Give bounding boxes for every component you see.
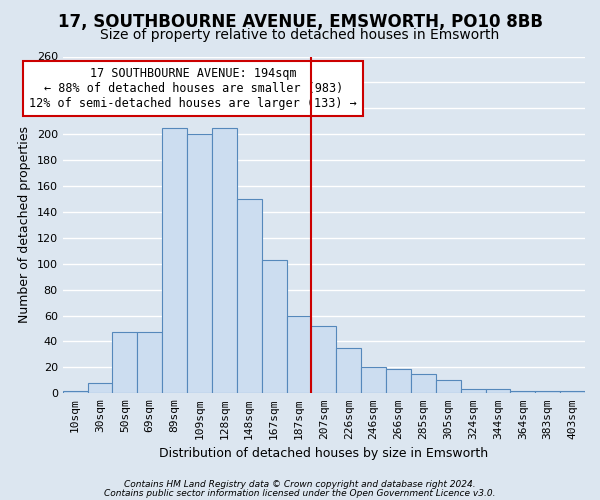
Text: Contains public sector information licensed under the Open Government Licence v3: Contains public sector information licen…	[104, 488, 496, 498]
Bar	[262, 260, 287, 394]
Bar	[336, 348, 361, 394]
Bar	[162, 128, 187, 394]
Text: 17, SOUTHBOURNE AVENUE, EMSWORTH, PO10 8BB: 17, SOUTHBOURNE AVENUE, EMSWORTH, PO10 8…	[58, 12, 542, 30]
Bar	[212, 128, 237, 394]
Bar	[361, 368, 386, 394]
Bar	[237, 199, 262, 394]
Text: Contains HM Land Registry data © Crown copyright and database right 2024.: Contains HM Land Registry data © Crown c…	[124, 480, 476, 489]
Y-axis label: Number of detached properties: Number of detached properties	[18, 126, 31, 324]
Text: 17 SOUTHBOURNE AVENUE: 194sqm
← 88% of detached houses are smaller (983)
12% of : 17 SOUTHBOURNE AVENUE: 194sqm ← 88% of d…	[29, 66, 357, 110]
Bar	[62, 390, 88, 394]
Bar	[88, 383, 112, 394]
Bar	[535, 390, 560, 394]
X-axis label: Distribution of detached houses by size in Emsworth: Distribution of detached houses by size …	[159, 447, 488, 460]
Bar	[436, 380, 461, 394]
Bar	[411, 374, 436, 394]
Bar	[137, 332, 162, 394]
Bar	[560, 390, 585, 394]
Bar	[112, 332, 137, 394]
Bar	[461, 390, 485, 394]
Bar	[386, 368, 411, 394]
Bar	[485, 390, 511, 394]
Bar	[287, 316, 311, 394]
Bar	[187, 134, 212, 394]
Bar	[511, 390, 535, 394]
Text: Size of property relative to detached houses in Emsworth: Size of property relative to detached ho…	[100, 28, 500, 42]
Bar	[311, 326, 336, 394]
